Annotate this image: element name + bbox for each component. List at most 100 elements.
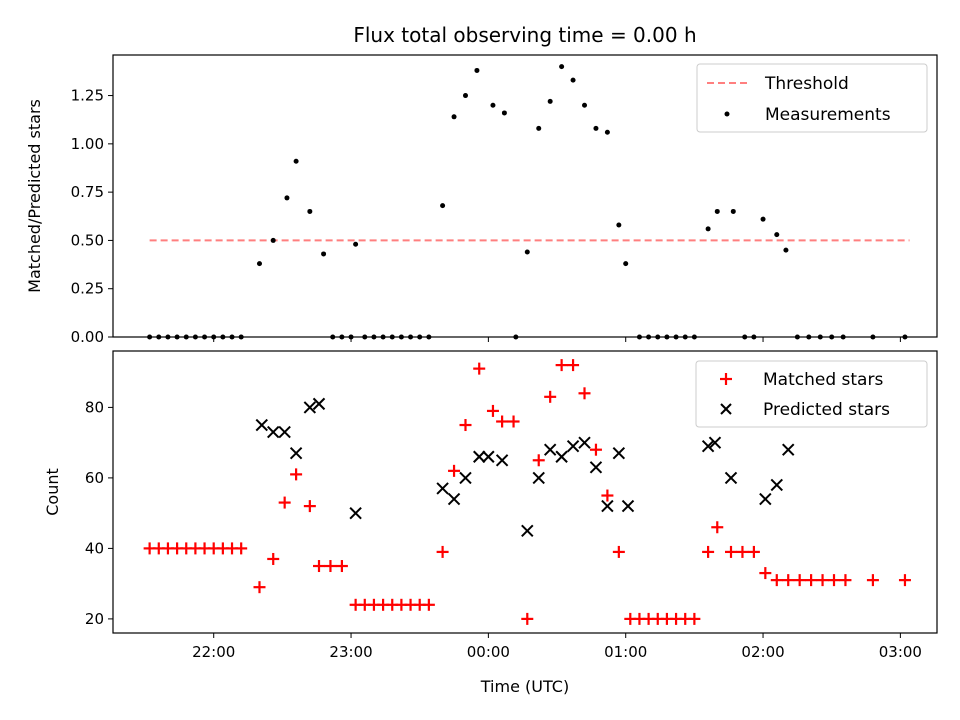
measurement-point: [440, 203, 446, 209]
matched-star-point: [253, 581, 266, 594]
matched-star-point: [422, 598, 435, 611]
measurement-point: [293, 158, 299, 164]
predicted-star-d2: [447, 492, 461, 506]
bottom-x-axis-label: Time (UTC): [480, 677, 569, 696]
predicted-star-point: [303, 401, 317, 414]
predicted-star-point: [267, 425, 280, 439]
measurement-point: [353, 241, 359, 247]
matched-star-point: [278, 496, 291, 509]
predicted-star-point: [543, 443, 557, 456]
matched-star-point: [324, 560, 337, 573]
predicted-star-point: [349, 506, 362, 520]
bottom-x-tick-label: 02:00: [741, 643, 784, 661]
predicted-star-d2: [312, 397, 326, 411]
top-y-tick-label: 0.75: [71, 183, 104, 201]
predicted-stars-series: [255, 397, 795, 537]
matched-star-point: [747, 545, 760, 558]
matched-star-point: [486, 404, 499, 417]
predicted-star-d2: [543, 443, 557, 456]
matched-star-point: [828, 574, 840, 587]
measurement-point: [270, 237, 276, 243]
matched-star-point: [303, 500, 316, 513]
predicted-star-d2: [589, 461, 603, 474]
predicted-star-point: [566, 439, 580, 453]
predicted-star-d2: [782, 443, 795, 456]
predicted-star-point: [436, 482, 449, 495]
predicted-star-d2: [708, 436, 722, 449]
measurement-point: [256, 261, 262, 267]
predicted-star-point: [255, 418, 268, 432]
bottom-y-tick-label: 20: [85, 610, 104, 628]
top-legend: Threshold Measurements: [696, 63, 928, 133]
predicted-star-d2: [267, 425, 280, 439]
predicted-star-d2: [770, 478, 783, 492]
predicted-star-point: [555, 450, 568, 463]
predicted-star-point: [708, 436, 722, 449]
bottom-y-tick-label: 60: [85, 469, 104, 487]
measurement-point: [604, 129, 610, 135]
predicted-star-d2: [601, 499, 614, 513]
predicted-star-point: [521, 524, 534, 537]
matched-star-point: [235, 542, 248, 555]
matched-star-point: [473, 362, 486, 375]
matched-star-point: [335, 560, 348, 573]
matched-star-point: [521, 612, 534, 625]
matched-star-point: [725, 545, 737, 558]
bottom-y-tick-label: 40: [85, 539, 104, 557]
measurement-point: [593, 125, 599, 131]
predicted-star-d2: [724, 471, 738, 485]
predicted-legend-label: Predicted stars: [763, 400, 890, 420]
predicted-star-d2: [701, 439, 715, 453]
predicted-star-point: [447, 492, 461, 506]
predicted-star-d2: [532, 471, 545, 485]
top-y-tick-label: 1.25: [71, 87, 104, 105]
predicted-star-d2: [278, 425, 291, 439]
matched-star-point: [290, 468, 303, 481]
measurement-point: [783, 247, 789, 253]
measurement-point: [559, 64, 565, 70]
matched-star-point: [688, 612, 701, 625]
predicted-star-point: [578, 436, 591, 449]
measurement-point: [307, 208, 313, 214]
predicted-star-d2: [289, 447, 303, 460]
measurement-point: [730, 208, 736, 214]
bottom-y-axis: 20 40 60 80: [85, 398, 113, 628]
matched-star-point: [578, 387, 591, 400]
measurement-point: [501, 110, 507, 116]
bottom-plot-frame: [112, 350, 938, 634]
measurement-point: [714, 208, 720, 214]
matched-star-point: [601, 489, 614, 502]
measurement-point: [451, 114, 457, 120]
matched-star-point: [805, 574, 818, 587]
bottom-legend-box: [695, 360, 928, 428]
matched-star-point: [702, 545, 715, 558]
predicted-star-point: [701, 439, 715, 453]
threshold-legend-label: Threshold: [764, 74, 849, 94]
matched-star-point: [612, 545, 625, 558]
predicted-star-d2: [436, 482, 449, 495]
top-y-tick-label: 0.00: [71, 328, 104, 346]
bottom-x-tick-label: 22:00: [192, 643, 235, 661]
predicted-star-point: [601, 499, 614, 513]
matched-star-point: [532, 454, 545, 467]
predicted-star-d2: [578, 436, 591, 449]
measurement-point: [490, 102, 496, 108]
predicted-star-point: [312, 397, 326, 411]
measurement-point: [623, 261, 629, 267]
predicted-star-point: [278, 425, 291, 439]
predicted-star-d2: [555, 450, 568, 463]
predicted-legend-swatch: [720, 403, 732, 415]
predicted-star-d2: [473, 450, 486, 463]
measurement-point: [547, 98, 553, 104]
matched-star-point: [448, 464, 461, 477]
predicted-star-d2: [621, 499, 635, 513]
bottom-x-tick-label: 23:00: [329, 643, 372, 661]
predicted-star-point: [612, 447, 626, 460]
bottom-legend: Matched stars Predicted stars: [695, 360, 928, 428]
predicted-star-d2: [521, 524, 534, 537]
bottom-x-axis: 22:00 23:00 00:00 01:00 02:00 03:00: [192, 633, 922, 661]
top-chart-title: Flux total observing time = 0.00 h: [353, 23, 696, 47]
predicted-star-point: [482, 450, 495, 463]
measurement-point: [462, 93, 468, 99]
